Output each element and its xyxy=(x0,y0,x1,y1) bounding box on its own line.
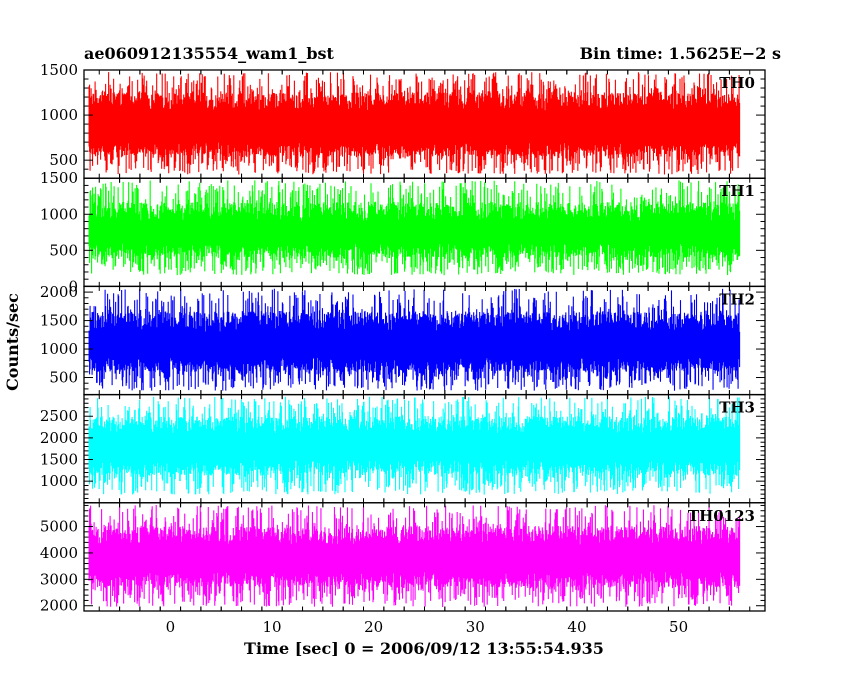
x-tick-label: 30 xyxy=(466,618,485,636)
x-tick-label: 50 xyxy=(669,618,688,636)
series-band-th1 xyxy=(89,221,740,244)
y-tick-label: 1000 xyxy=(40,340,78,358)
y-tick-label: 500 xyxy=(49,151,78,169)
panel-th2: 500 1000 1500 2000 TH2 xyxy=(40,283,766,396)
panel-label: TH0123 xyxy=(688,507,755,525)
series-band-th0123 xyxy=(89,545,740,572)
series-band-th2 xyxy=(89,331,740,358)
y-tick-label: 500 xyxy=(49,369,78,387)
x-axis-title: Time [sec] 0 = 2006/09/12 13:55:54.935 xyxy=(244,639,604,658)
y-tick-label: 0 xyxy=(68,277,78,295)
y-tick-label: 500 xyxy=(49,241,78,259)
y-axis-title: Counts/sec xyxy=(3,293,22,391)
series-band-th3 xyxy=(89,433,740,460)
y-tick-label: 1000 xyxy=(40,472,78,490)
y-tick-label: 3000 xyxy=(40,570,78,588)
x-tick-label: 10 xyxy=(262,618,281,636)
bin-time-label: Bin time: 1.5625E−2 s xyxy=(580,44,781,63)
panel-th1: 0 500 1000 1500 TH1 xyxy=(40,169,766,295)
y-tick-label: 1000 xyxy=(40,205,78,223)
y-tick-label: 2500 xyxy=(40,407,78,425)
x-tick-label: 40 xyxy=(567,618,586,636)
y-tick-label: 5000 xyxy=(40,518,78,536)
y-tick-label: 1500 xyxy=(40,61,78,79)
y-tick-label: 2000 xyxy=(40,429,78,447)
panel-th0: 500 1000 1500 TH0 xyxy=(40,61,766,179)
x-tick-label: 0 xyxy=(166,618,176,636)
y-tick-label: 2000 xyxy=(40,283,78,301)
series-band-th0 xyxy=(89,110,740,143)
chart-title: ae060912135554_wam1_bst xyxy=(84,44,335,63)
y-tick-label: 4000 xyxy=(40,544,78,562)
x-tick-label: 20 xyxy=(364,618,383,636)
panel-stack: 50010001500TH0050010001500TH150010001500… xyxy=(40,61,766,636)
y-tick-label: 2000 xyxy=(40,597,78,615)
y-tick-label: 1500 xyxy=(40,169,78,187)
y-tick-label: 1500 xyxy=(40,451,78,469)
y-tick-label: 1500 xyxy=(40,312,78,330)
panel-label: TH0 xyxy=(719,74,755,92)
x-tick-labels: 0 10 20 30 40 50 xyxy=(166,618,689,636)
panel-label: TH2 xyxy=(719,290,755,308)
panel-label: TH3 xyxy=(719,399,755,417)
panel-th3: 1000 1500 2000 2500 TH3 xyxy=(40,393,766,504)
panel-th0123: 2000 3000 4000 5000 TH0123 xyxy=(40,502,766,615)
panel-label: TH1 xyxy=(719,182,755,200)
y-tick-label: 1000 xyxy=(40,106,78,124)
